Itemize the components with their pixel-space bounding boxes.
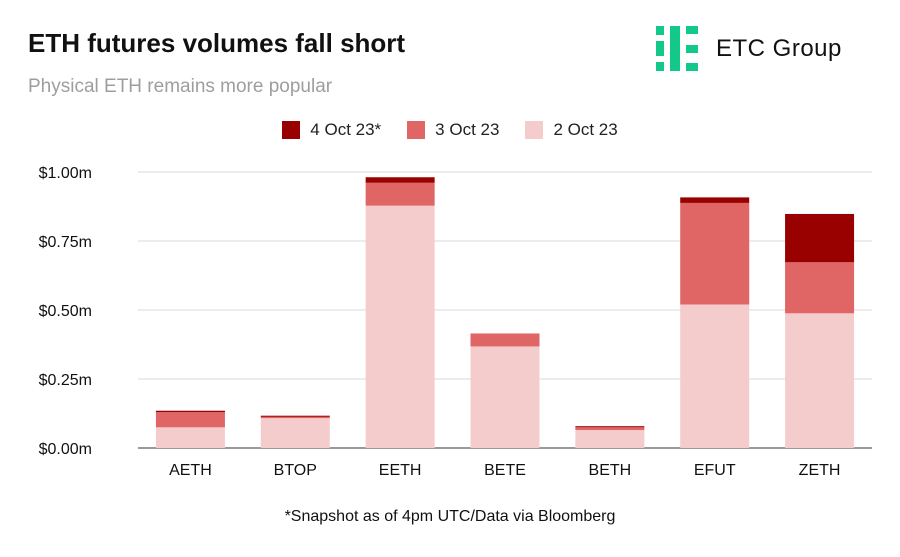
x-tick-label: BTOP [274,462,317,479]
etc-group-logo-icon [656,26,698,71]
bar-segment [680,197,750,203]
bar-segment [680,202,750,305]
x-tick-label: EFUT [694,462,736,479]
chart-title: ETH futures volumes fall short [28,28,406,58]
chart-legend: 4 Oct 23* 3 Oct 23 2 Oct 23 [0,120,900,140]
bar-segment [155,427,225,448]
legend-item-2-oct: 2 Oct 23 [525,120,618,140]
y-tick-label: $0.75m [39,234,92,251]
y-tick-label: $0.00m [39,441,92,458]
bar-segment [260,416,330,419]
bar-segment [575,427,645,431]
legend-label-2-oct: 2 Oct 23 [553,120,618,139]
x-tick-label: AETH [169,462,212,479]
legend-item-4-oct: 4 Oct 23* [282,120,381,140]
chart-footnote: *Snapshot as of 4pm UTC/Data via Bloombe… [284,508,616,525]
x-tick-label: EETH [379,462,422,479]
x-tick-label: BETH [589,462,632,479]
bar-segment [260,415,330,417]
y-tick-label: $0.50m [39,303,92,320]
bar-segment [365,177,435,183]
legend-label-3-oct: 3 Oct 23 [435,120,500,139]
bar-segment [260,418,330,448]
bar-segment [575,426,645,428]
bar-segment [785,262,855,314]
legend-label-4-oct: 4 Oct 23* [310,120,382,139]
legend-swatch-2-oct [525,121,544,139]
x-tick-label: ZETH [799,462,841,479]
x-tick-label: BETE [484,462,526,479]
brand-logo: ETC Group [654,24,869,74]
bar-segment [575,430,645,448]
chart-subtitle: Physical ETH remains more popular [28,76,333,97]
bar-segment [680,304,750,448]
bar-segment [470,333,540,347]
legend-swatch-4-oct [282,121,301,139]
bar-segment [155,410,225,413]
brand-name: ETC Group [716,35,842,62]
bar-segment [785,213,855,263]
bar-segment [155,412,225,428]
bar-segment [365,205,435,448]
bar-segment [470,346,540,448]
legend-item-3-oct: 3 Oct 23 [407,120,499,140]
legend-swatch-3-oct [407,121,426,139]
y-tick-label: $0.25m [39,372,92,389]
y-tick-label: $1.00m [39,165,92,182]
bar-segment [365,182,435,206]
bar-segment [785,313,855,448]
